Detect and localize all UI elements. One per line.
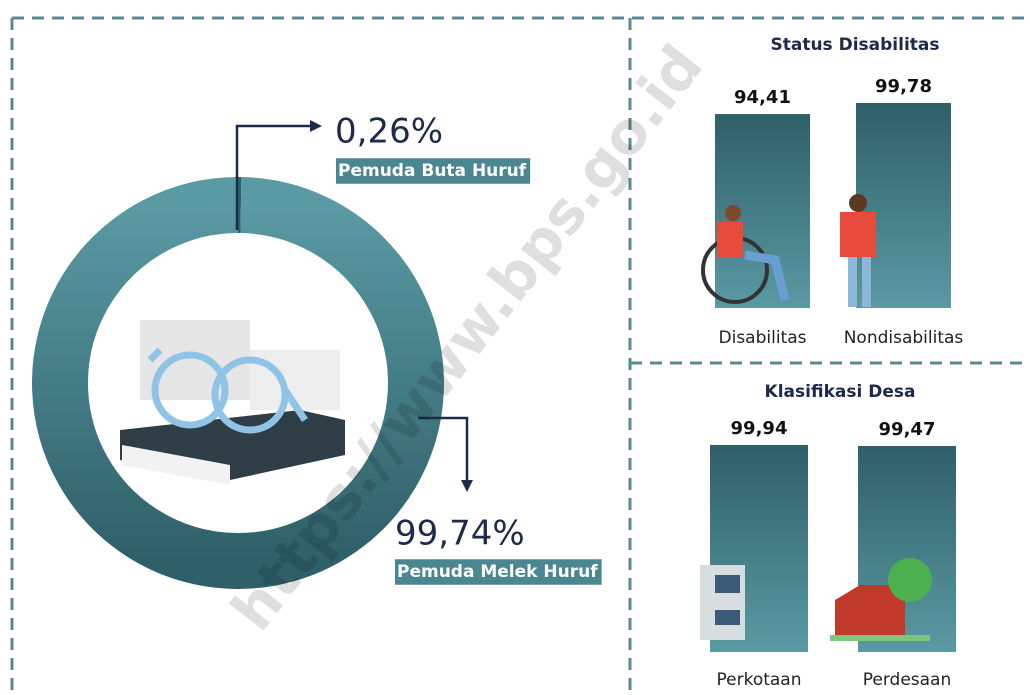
value-label: 99,78: [875, 76, 932, 97]
book-illustration: [120, 320, 345, 485]
value-label: 99,47: [879, 419, 936, 440]
category-label: Perkotaan: [716, 670, 801, 690]
chart-title: Klasifikasi Desa: [765, 382, 916, 402]
value-label: 99,94: [731, 418, 788, 439]
value-label: 99,74%: [395, 514, 525, 554]
category-label: Disabilitas: [719, 328, 807, 348]
category-label: Pemuda Buta Huruf: [338, 161, 527, 181]
label-box: Pemuda Melek Huruf: [395, 559, 602, 585]
infographic: 0,26% Pemuda Buta Huruf 99,74% Pemuda Melek…: [0, 0, 1030, 695]
value-label: 94,41: [734, 87, 791, 108]
value-label: 0,26%: [335, 112, 443, 152]
chart-title: Status Disabilitas: [770, 35, 939, 55]
category-label: Perdesaan: [863, 670, 952, 690]
category-label: Pemuda Melek Huruf: [397, 562, 598, 582]
category-label: Nondisabilitas: [844, 328, 964, 348]
label-box: Pemuda Buta Huruf: [336, 158, 530, 184]
